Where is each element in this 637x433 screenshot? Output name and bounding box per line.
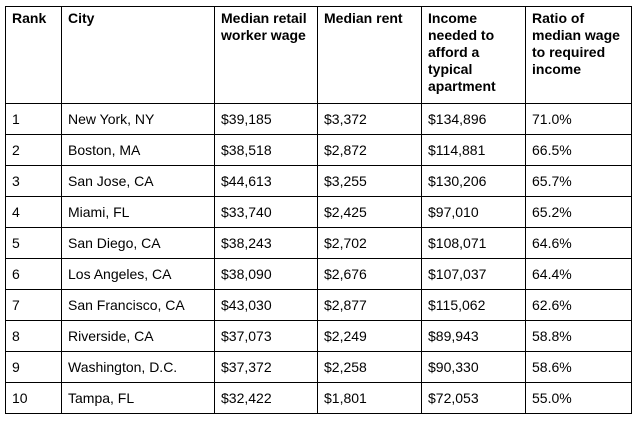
header-income-needed: Income needed to afford a typical apartm…	[421, 6, 526, 104]
cell-income-needed: $107,037	[421, 258, 526, 290]
table-row: 6 Los Angeles, CA $38,090 $2,676 $107,03…	[5, 258, 632, 290]
cell-city: San Diego, CA	[61, 227, 215, 259]
cell-city: Miami, FL	[61, 196, 215, 228]
cell-city: Riverside, CA	[61, 320, 215, 352]
table-row: 9 Washington, D.C. $37,372 $2,258 $90,33…	[5, 351, 632, 383]
cell-rank: 2	[5, 134, 62, 166]
cell-income-needed: $90,330	[421, 351, 526, 383]
cell-median-wage: $38,090	[214, 258, 318, 290]
header-city: City	[61, 6, 215, 104]
cell-income-needed: $114,881	[421, 134, 526, 166]
cell-rank: 5	[5, 227, 62, 259]
header-median-wage: Median retail worker wage	[214, 6, 318, 104]
header-rank: Rank	[5, 6, 62, 104]
cell-city: Boston, MA	[61, 134, 215, 166]
cell-ratio: 62.6%	[525, 289, 632, 321]
cell-ratio: 65.2%	[525, 196, 632, 228]
cell-ratio: 64.6%	[525, 227, 632, 259]
cell-median-wage: $38,243	[214, 227, 318, 259]
table-row: 5 San Diego, CA $38,243 $2,702 $108,071 …	[5, 227, 632, 259]
cell-income-needed: $97,010	[421, 196, 526, 228]
cell-median-rent: $3,255	[317, 165, 422, 197]
cell-median-rent: $2,249	[317, 320, 422, 352]
cell-median-wage: $33,740	[214, 196, 318, 228]
cell-income-needed: $108,071	[421, 227, 526, 259]
cell-median-rent: $2,425	[317, 196, 422, 228]
cell-median-rent: $2,702	[317, 227, 422, 259]
cell-rank: 9	[5, 351, 62, 383]
cell-median-wage: $32,422	[214, 382, 318, 414]
cell-ratio: 71.0%	[525, 103, 632, 135]
cell-city: San Jose, CA	[61, 165, 215, 197]
table-row: 1 New York, NY $39,185 $3,372 $134,896 7…	[5, 103, 632, 135]
table-row: 3 San Jose, CA $44,613 $3,255 $130,206 6…	[5, 165, 632, 197]
cell-city: San Francisco, CA	[61, 289, 215, 321]
cell-city: Tampa, FL	[61, 382, 215, 414]
cell-median-rent: $1,801	[317, 382, 422, 414]
cell-median-wage: $39,185	[214, 103, 318, 135]
cell-ratio: 64.4%	[525, 258, 632, 290]
table-row: 2 Boston, MA $38,518 $2,872 $114,881 66.…	[5, 134, 632, 166]
cell-rank: 1	[5, 103, 62, 135]
table-row: 8 Riverside, CA $37,073 $2,249 $89,943 5…	[5, 320, 632, 352]
header-ratio: Ratio of median wage to required income	[525, 6, 632, 104]
cell-ratio: 66.5%	[525, 134, 632, 166]
header-median-rent: Median rent	[317, 6, 422, 104]
cell-median-wage: $37,372	[214, 351, 318, 383]
cell-ratio: 65.7%	[525, 165, 632, 197]
cell-rank: 8	[5, 320, 62, 352]
cell-median-rent: $2,877	[317, 289, 422, 321]
cell-income-needed: $134,896	[421, 103, 526, 135]
cell-rank: 4	[5, 196, 62, 228]
retail-wage-rent-table: Rank City Median retail worker wage Medi…	[5, 6, 632, 414]
table-row: 10 Tampa, FL $32,422 $1,801 $72,053 55.0…	[5, 382, 632, 414]
table-row: 7 San Francisco, CA $43,030 $2,877 $115,…	[5, 289, 632, 321]
cell-rank: 6	[5, 258, 62, 290]
table-row: 4 Miami, FL $33,740 $2,425 $97,010 65.2%	[5, 196, 632, 228]
cell-city: Washington, D.C.	[61, 351, 215, 383]
cell-rank: 7	[5, 289, 62, 321]
cell-median-wage: $44,613	[214, 165, 318, 197]
cell-median-rent: $3,372	[317, 103, 422, 135]
cell-rank: 3	[5, 165, 62, 197]
cell-income-needed: $115,062	[421, 289, 526, 321]
cell-rank: 10	[5, 382, 62, 414]
cell-median-rent: $2,258	[317, 351, 422, 383]
cell-median-wage: $38,518	[214, 134, 318, 166]
cell-median-rent: $2,872	[317, 134, 422, 166]
cell-income-needed: $72,053	[421, 382, 526, 414]
cell-income-needed: $130,206	[421, 165, 526, 197]
cell-income-needed: $89,943	[421, 320, 526, 352]
cell-ratio: 55.0%	[525, 382, 632, 414]
cell-ratio: 58.6%	[525, 351, 632, 383]
cell-city: New York, NY	[61, 103, 215, 135]
cell-ratio: 58.8%	[525, 320, 632, 352]
cell-city: Los Angeles, CA	[61, 258, 215, 290]
header-row: Rank City Median retail worker wage Medi…	[5, 6, 632, 104]
cell-median-wage: $43,030	[214, 289, 318, 321]
cell-median-wage: $37,073	[214, 320, 318, 352]
cell-median-rent: $2,676	[317, 258, 422, 290]
